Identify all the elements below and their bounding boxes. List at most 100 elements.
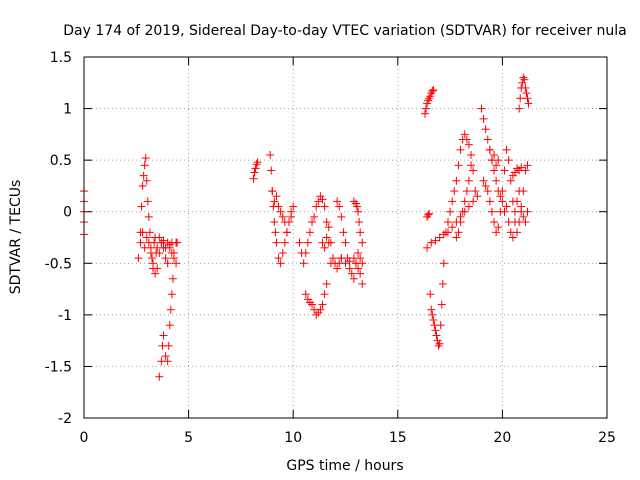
data-point	[467, 161, 476, 170]
data-point	[356, 254, 365, 263]
data-point	[513, 197, 522, 206]
data-point	[270, 218, 279, 227]
data-point	[494, 156, 503, 165]
data-point	[320, 202, 329, 211]
data-point	[513, 164, 522, 173]
data-point	[137, 202, 146, 211]
data-point	[500, 207, 509, 216]
data-point	[322, 279, 331, 288]
data-point	[144, 212, 153, 221]
data-point	[138, 181, 147, 190]
data-point	[483, 187, 492, 196]
data-point	[337, 254, 346, 263]
data-point	[314, 197, 323, 206]
data-point	[161, 352, 170, 361]
data-point	[266, 150, 275, 159]
data-point	[479, 176, 488, 185]
data-point	[456, 218, 465, 227]
data-point	[289, 202, 298, 211]
data-point	[485, 145, 494, 154]
y-tick-label: -0.5	[45, 256, 72, 272]
data-point	[504, 156, 513, 165]
data-point	[353, 202, 362, 211]
data-point	[153, 243, 162, 252]
data-point	[522, 89, 531, 98]
data-point	[308, 300, 317, 309]
data-point	[473, 192, 482, 201]
data-point	[510, 168, 519, 177]
data-point	[356, 228, 365, 237]
data-point	[467, 150, 476, 159]
data-point	[142, 233, 151, 242]
data-point	[508, 233, 517, 242]
data-point	[464, 202, 473, 211]
data-point	[516, 94, 525, 103]
data-point	[519, 73, 528, 82]
data-point	[168, 274, 177, 283]
x-tick-label: 10	[284, 430, 302, 446]
y-tick-label: 1.5	[50, 50, 72, 66]
data-point	[345, 257, 354, 266]
data-point	[164, 341, 173, 350]
data-point	[427, 238, 436, 247]
data-point	[151, 269, 160, 278]
data-point	[172, 259, 181, 268]
data-point	[165, 240, 174, 249]
data-point	[477, 104, 486, 113]
data-point	[435, 233, 444, 242]
data-point	[487, 207, 496, 216]
data-point	[159, 331, 168, 340]
data-point	[305, 298, 314, 307]
data-point	[358, 279, 367, 288]
y-tick-label: -1.5	[45, 359, 72, 375]
data-point	[159, 236, 168, 245]
data-point	[276, 259, 285, 268]
data-point	[143, 197, 152, 206]
data-point	[524, 99, 533, 108]
data-point	[305, 228, 314, 237]
data-point	[339, 228, 348, 237]
data-point	[163, 357, 172, 366]
data-point	[341, 259, 350, 268]
data-point	[333, 264, 342, 273]
x-axis-label: GPS time / hours	[286, 458, 403, 474]
data-point	[285, 218, 294, 227]
data-point	[165, 321, 174, 330]
data-point	[276, 207, 285, 216]
data-point	[521, 218, 530, 227]
data-point	[308, 218, 317, 227]
data-point	[500, 166, 509, 175]
data-point	[438, 279, 447, 288]
data-point	[439, 230, 448, 239]
data-point	[458, 207, 467, 216]
data-point	[523, 207, 532, 216]
data-point	[167, 248, 176, 257]
data-point	[485, 197, 494, 206]
data-point	[496, 192, 505, 201]
data-point	[318, 300, 327, 309]
data-point	[328, 254, 337, 263]
data-point	[337, 212, 346, 221]
data-point	[448, 197, 457, 206]
data-point	[432, 331, 441, 340]
data-point	[523, 161, 532, 170]
data-point	[452, 176, 461, 185]
data-point	[301, 248, 310, 257]
data-point	[490, 150, 499, 159]
axis-ticks: 0 5 10 15 20 25 -2 -1.5 -1 -0.5 0 0.5 1 1.5	[45, 50, 616, 446]
data-point	[506, 176, 515, 185]
data-point	[252, 160, 261, 169]
data-point	[454, 161, 463, 170]
data-point	[163, 259, 172, 268]
data-point	[460, 197, 469, 206]
data-point	[318, 195, 327, 204]
data-point	[498, 197, 507, 206]
x-tick-label: 25	[598, 430, 616, 446]
data-point	[270, 197, 279, 206]
data-point	[510, 207, 519, 216]
data-point	[506, 228, 515, 237]
data-point	[494, 223, 503, 232]
data-point	[446, 207, 455, 216]
data-point	[138, 228, 147, 237]
